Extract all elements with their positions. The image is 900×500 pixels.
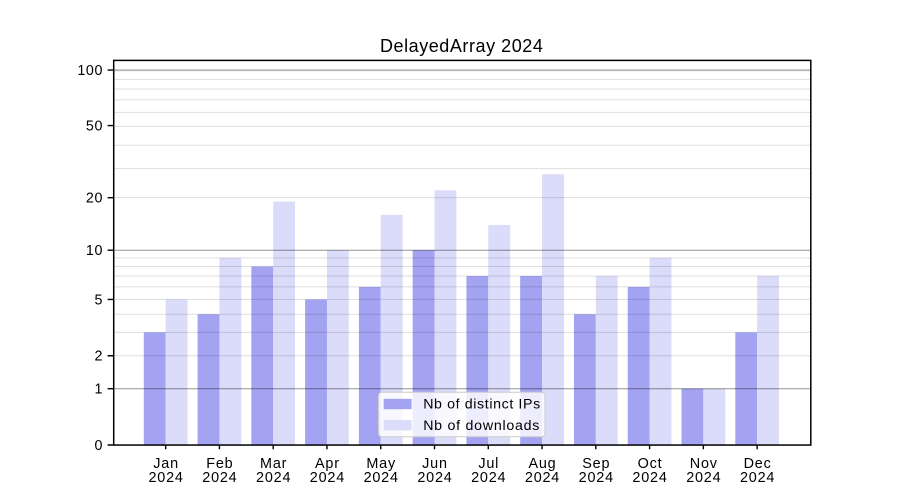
svg-text:2024: 2024 bbox=[417, 470, 452, 486]
svg-text:2024: 2024 bbox=[740, 470, 775, 486]
svg-text:2024: 2024 bbox=[202, 470, 237, 486]
svg-text:May: May bbox=[366, 456, 396, 472]
svg-text:Apr: Apr bbox=[315, 456, 340, 472]
svg-text:20: 20 bbox=[86, 191, 103, 207]
svg-text:Aug: Aug bbox=[528, 456, 556, 472]
svg-text:Mar: Mar bbox=[260, 456, 287, 472]
svg-text:5: 5 bbox=[94, 292, 103, 308]
svg-text:2024: 2024 bbox=[149, 470, 184, 486]
svg-text:10: 10 bbox=[86, 243, 103, 259]
svg-text:0: 0 bbox=[94, 438, 103, 454]
svg-text:Nb of distinct IPs: Nb of distinct IPs bbox=[423, 397, 541, 413]
svg-text:Sep: Sep bbox=[582, 456, 610, 472]
svg-text:2024: 2024 bbox=[525, 470, 560, 486]
svg-text:2024: 2024 bbox=[579, 470, 614, 486]
svg-text:Jun: Jun bbox=[422, 456, 448, 472]
svg-text:1: 1 bbox=[94, 382, 103, 398]
svg-text:2024: 2024 bbox=[471, 470, 506, 486]
svg-text:2024: 2024 bbox=[686, 470, 721, 486]
svg-text:2024: 2024 bbox=[632, 470, 667, 486]
svg-text:Nov: Nov bbox=[690, 456, 718, 472]
svg-text:Jan: Jan bbox=[153, 456, 179, 472]
svg-text:DelayedArray 2024: DelayedArray 2024 bbox=[380, 36, 543, 56]
svg-text:2: 2 bbox=[94, 349, 103, 365]
svg-text:Nb of downloads: Nb of downloads bbox=[423, 418, 540, 434]
svg-text:Jul: Jul bbox=[478, 456, 499, 472]
svg-text:50: 50 bbox=[86, 118, 103, 134]
svg-text:Dec: Dec bbox=[744, 456, 772, 472]
svg-text:2024: 2024 bbox=[256, 470, 291, 486]
svg-text:Oct: Oct bbox=[638, 456, 663, 472]
svg-text:2024: 2024 bbox=[310, 470, 345, 486]
svg-text:100: 100 bbox=[77, 63, 103, 79]
svg-text:Feb: Feb bbox=[206, 456, 233, 472]
svg-text:2024: 2024 bbox=[364, 470, 399, 486]
